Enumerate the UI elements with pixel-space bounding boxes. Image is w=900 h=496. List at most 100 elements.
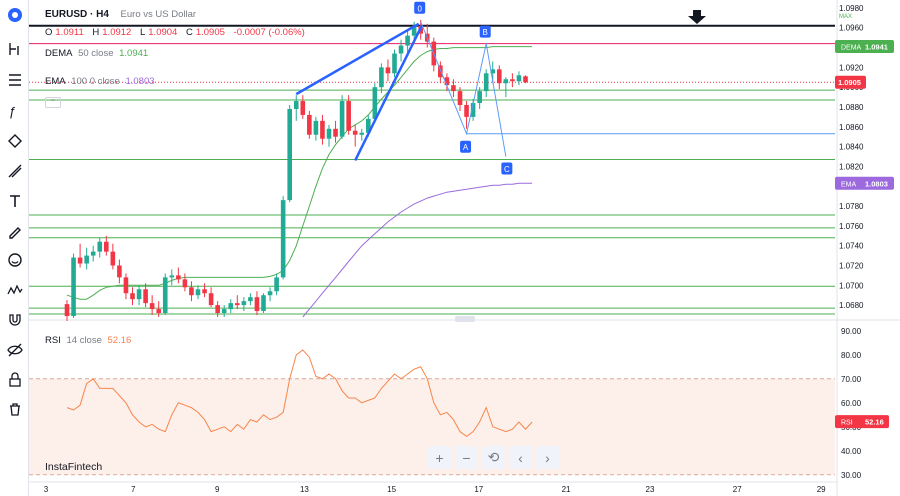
max-label: MAX	[839, 14, 852, 20]
time-tick-label: 3	[44, 485, 49, 494]
candle-body	[457, 91, 463, 106]
candle-body	[254, 297, 260, 312]
scroll-right-button[interactable]: ›	[536, 446, 559, 469]
candle-body	[293, 101, 299, 109]
zoom-in-button[interactable]: +	[428, 446, 451, 469]
rsi-tick-label: 30.00	[841, 471, 862, 480]
candle-body	[464, 105, 469, 117]
pattern-point-marker	[460, 140, 472, 153]
candle-body	[372, 87, 378, 119]
dema-price-tag-bg	[835, 40, 894, 54]
pattern-point-label: 0	[417, 4, 422, 13]
price-tick-label: 1.0980	[839, 4, 864, 13]
candle-body	[359, 132, 365, 135]
fib-icon[interactable]	[4, 69, 25, 90]
candle-body	[71, 257, 76, 317]
ema-value: 1.0803	[125, 76, 155, 87]
candle-body	[90, 251, 96, 256]
time-tick-label: 29	[817, 485, 826, 494]
candle-body	[84, 255, 89, 264]
pen-icon[interactable]	[4, 220, 25, 241]
candle-body	[136, 289, 142, 300]
ema-line	[302, 182, 533, 318]
candle-body	[274, 277, 279, 292]
symbol-name: EURUSD · H4	[45, 9, 109, 20]
ema-price-tag-value: 1.0803	[865, 179, 888, 188]
emoji-icon[interactable]	[4, 249, 25, 270]
candle-body	[503, 79, 509, 84]
dema-series-line	[66, 46, 533, 300]
candle-body	[444, 77, 450, 86]
pattern-point-marker	[501, 162, 513, 175]
candle-body	[438, 65, 443, 78]
trend-line-upper	[295, 22, 420, 96]
pattern-point-marker	[414, 1, 426, 14]
low-label: L	[139, 27, 146, 38]
time-tick-label: 7	[131, 485, 136, 494]
rsi-tick-label: 70.00	[841, 375, 862, 384]
scroll-left-button[interactable]: ‹	[509, 446, 532, 469]
rsi-series-line	[66, 349, 533, 438]
wave-icon[interactable]	[4, 279, 25, 300]
candle-body	[104, 241, 109, 252]
rsi-tick-label: 90.00	[841, 327, 862, 336]
candle-body	[470, 103, 476, 117]
dema-value: 1.0941	[119, 48, 149, 59]
candle-body	[451, 85, 456, 92]
candle-body	[405, 35, 410, 46]
price-tick-label: 1.0780	[839, 202, 864, 211]
lock-icon[interactable]	[4, 369, 25, 390]
candle-body	[516, 75, 522, 82]
ohlc-legend: O 1.0911 H 1.0912 L 1.0904 C 1.0905 -0.0007 …	[45, 27, 308, 38]
trash-icon[interactable]	[4, 398, 25, 419]
dema-legend[interactable]: DEMA 50 close 1.0941	[45, 48, 151, 59]
eye-icon[interactable]	[4, 339, 25, 360]
measure-icon[interactable]	[4, 160, 25, 181]
text-icon[interactable]	[4, 190, 25, 211]
candle-body	[221, 309, 227, 314]
candle-body	[228, 303, 234, 310]
ema-price-tag-label: EMA	[841, 181, 857, 188]
rsi-params: 14 close	[66, 335, 102, 346]
collapse-legend-button[interactable]: ⌃	[45, 97, 61, 108]
price-tick-label: 1.0760	[839, 222, 864, 231]
brand-watermark: InstaFintech	[45, 461, 103, 473]
pattern-drawing[interactable]: 0 A B C	[295, 1, 835, 175]
reset-chart-button[interactable]: ⟲	[482, 446, 505, 469]
pane-resize-handle	[455, 316, 475, 322]
rsi-tick-label: 80.00	[841, 351, 862, 360]
candle-body	[267, 291, 273, 296]
rsi-value-tag-bg	[835, 415, 889, 429]
candle-body	[123, 277, 129, 294]
symbol-legend: EURUSD · H4 Euro vs US Dollar	[45, 9, 199, 20]
patterns-icon[interactable]: ƒ	[4, 100, 25, 121]
candle-body	[208, 293, 214, 306]
price-tick-label: 1.0680	[839, 301, 864, 310]
candle-body	[176, 275, 181, 280]
ema-legend[interactable]: EMA 100 0 close 1.0803	[45, 76, 158, 87]
candle-body	[411, 25, 417, 36]
pattern-point-label: C	[504, 165, 510, 174]
trend-line-icon[interactable]	[4, 38, 25, 59]
candle-body	[156, 309, 161, 314]
candle-body	[483, 73, 489, 92]
time-tick-label: 21	[562, 485, 571, 494]
rsi-legend[interactable]: RSI 14 close 52.16	[45, 335, 134, 346]
candle-body	[392, 53, 397, 74]
magnet-icon[interactable]	[4, 309, 25, 330]
time-tick-label: 17	[474, 485, 483, 494]
dema-params: 50 close	[78, 48, 114, 59]
zoom-out-button[interactable]: −	[455, 446, 478, 469]
ema-series-line	[302, 182, 533, 318]
logo-icon[interactable]	[4, 4, 25, 25]
price-tick-label: 1.0700	[839, 281, 864, 290]
brush-icon[interactable]	[4, 130, 25, 151]
pattern-point-marker	[479, 25, 491, 38]
time-tick-label: 27	[733, 485, 742, 494]
high-value: 1.0912	[102, 27, 132, 38]
candle-body	[261, 295, 266, 312]
candle-body	[195, 289, 201, 296]
